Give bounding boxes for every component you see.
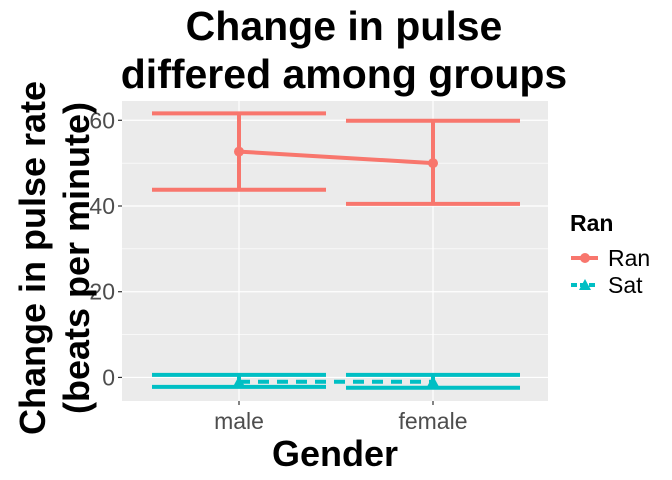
chart-title-line-2: differed among groups: [121, 51, 567, 97]
x-axis-title: Gender: [272, 433, 398, 474]
chart-title-line-1: Change in pulse: [186, 3, 503, 49]
legend-title: Ran: [570, 210, 613, 236]
point-ran-male: [234, 146, 244, 157]
point-ran-female: [428, 158, 438, 169]
x-tick-label: female: [398, 408, 467, 434]
y-tick-label: 0: [102, 364, 115, 390]
y-tick-label: 60: [89, 107, 115, 133]
legend-label-sat: Sat: [608, 272, 643, 298]
point-sat-female: [427, 375, 439, 387]
y-tick-label: 20: [89, 279, 115, 305]
y-axis-title-line-1: Change in pulse rate: [12, 81, 53, 435]
y-tick-label: 40: [89, 193, 115, 219]
grid-minor: [122, 162, 548, 335]
plot-panel: [122, 101, 548, 401]
y-axis-title-line-2: (beats per minute): [56, 102, 97, 414]
axis-tick-labels: 0 20 40 60 male female: [89, 107, 467, 434]
legend-key-marker-ran: [580, 253, 590, 263]
legend-key-marker-sat: [579, 279, 591, 290]
chart-marks: [152, 111, 520, 390]
axis-ticks: [118, 119, 434, 405]
series-line-ran: [238, 149, 434, 166]
legend-label-ran: Ran: [608, 245, 650, 271]
x-tick-label: male: [214, 408, 264, 434]
grid-major: [122, 101, 548, 401]
point-sat-male: [233, 375, 245, 387]
